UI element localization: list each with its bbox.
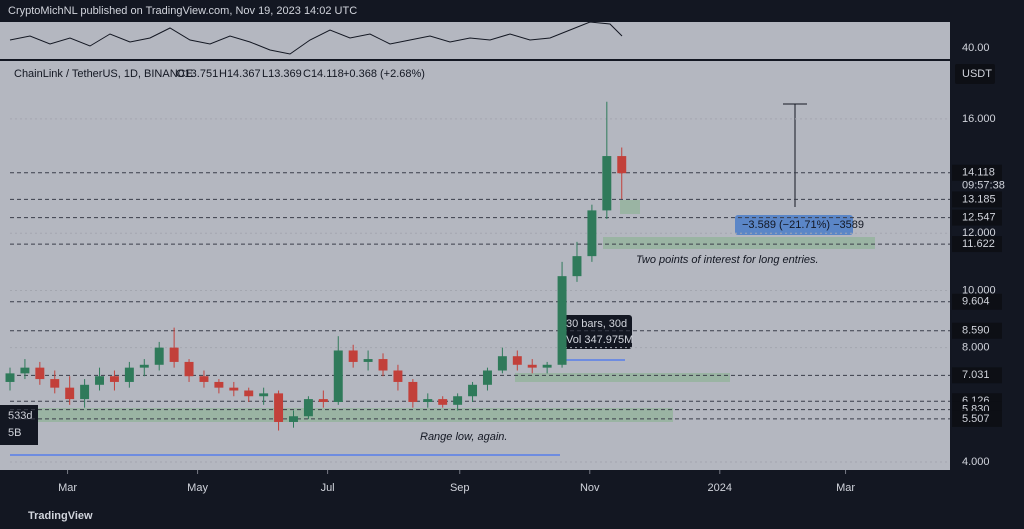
candle-body — [214, 381, 224, 388]
candle-body — [497, 356, 507, 371]
level-label: 7.031 — [962, 369, 990, 381]
candle-body — [80, 384, 90, 400]
candle-body — [453, 396, 463, 405]
level-label: 12.547 — [962, 212, 996, 224]
candle-body — [65, 387, 75, 400]
candle-body — [482, 370, 492, 385]
candle-body — [124, 367, 134, 382]
currency: USDT — [962, 68, 992, 80]
candle-body — [557, 276, 567, 365]
annotation: 30 bars, 30d — [566, 318, 627, 330]
legend-low: L13.369 — [262, 68, 302, 80]
level-label: 9.604 — [962, 296, 990, 308]
oscillator-line — [9, 21, 623, 55]
zone — [603, 237, 875, 249]
x-tick-label: Jul — [321, 482, 335, 494]
y-tick-label: 16.000 — [962, 113, 996, 125]
candle-body — [274, 393, 284, 422]
candle-body — [617, 156, 627, 174]
candle-body — [363, 359, 373, 362]
footer-bar — [0, 505, 1024, 529]
level-box — [952, 293, 1002, 310]
candle-body — [199, 376, 209, 382]
candle-body — [602, 156, 612, 211]
candle-body — [229, 387, 239, 391]
annotation: Vol 347.975M — [566, 334, 633, 346]
candle-body — [50, 379, 60, 388]
candle-body — [438, 399, 448, 405]
candle-body — [139, 364, 149, 368]
x-tick-label: 2024 — [708, 482, 732, 494]
measure-box — [735, 215, 853, 235]
measure-label: −3.589 (−21.71%) −3589 — [742, 219, 864, 231]
level-box — [952, 209, 1002, 226]
candle-body — [154, 347, 164, 365]
legend-high: H14.367 — [219, 68, 261, 80]
candle-body — [318, 399, 328, 402]
legend-symbol: ChainLink / TetherUS, 1D, BINANCE — [14, 68, 193, 80]
candle-body — [378, 359, 388, 371]
candle-body — [468, 384, 478, 397]
annotation: 533d — [8, 410, 32, 422]
candle-body — [289, 416, 298, 422]
legend-change: +0.368 (+2.68%) — [343, 68, 425, 80]
candle-body — [244, 390, 254, 397]
candle-body — [393, 370, 403, 382]
level-box — [952, 367, 1002, 384]
annotation: 5B — [8, 427, 21, 439]
candle-body — [408, 381, 418, 402]
candle-body — [333, 350, 343, 402]
y-tick-label: 10.000 — [962, 284, 996, 296]
candle-body — [423, 399, 433, 402]
candle-body — [527, 364, 537, 368]
candle-body — [303, 399, 313, 417]
bars-box — [560, 315, 632, 349]
x-tick-label: Mar — [836, 482, 855, 494]
annotation: Range low, again. — [420, 431, 507, 443]
level-label: 11.622 — [962, 238, 995, 250]
level-label: 13.185 — [962, 193, 996, 205]
oscillator-tick: 40.00 — [962, 42, 990, 54]
level-label: 14.118 — [962, 167, 995, 179]
candle-body — [5, 373, 15, 382]
candle-body — [259, 393, 269, 397]
annotation: Two points of interest for long entries. — [636, 254, 819, 266]
level-box — [952, 410, 1002, 427]
left-box — [0, 405, 38, 445]
candle-body — [587, 210, 597, 257]
zone — [620, 200, 640, 214]
x-tick-label: Nov — [580, 482, 600, 494]
legend: ChainLink / TetherUS, 1D, BINANCE O13.75… — [14, 68, 425, 80]
currency-box — [955, 64, 995, 84]
candle-body — [184, 361, 194, 377]
publisher: CryptoMichNL published on TradingView.co… — [8, 5, 357, 17]
level-box — [952, 191, 1002, 208]
candle-body — [512, 356, 522, 365]
candle-body — [572, 256, 582, 277]
candle-body — [109, 376, 119, 382]
legend-close: C14.118 — [303, 68, 344, 80]
zone — [515, 373, 730, 382]
footer-brand: TradingView — [28, 510, 93, 522]
candle-body — [348, 350, 358, 362]
y-tick-label: 8.000 — [962, 342, 990, 354]
x-tick-label: Sep — [450, 482, 470, 494]
level-label: 8.590 — [962, 325, 990, 337]
candle-body — [169, 347, 179, 362]
candle-body — [20, 367, 30, 374]
level-label: 5.507 — [962, 413, 990, 425]
candle-body — [95, 376, 104, 385]
y-tick-label: 4.000 — [962, 456, 990, 468]
level-box — [952, 164, 1002, 181]
candle-body — [542, 364, 552, 368]
x-tick-label: May — [187, 482, 208, 494]
level-box — [952, 322, 1002, 339]
level-box — [952, 236, 1002, 253]
candle-body — [35, 367, 45, 380]
x-tick-label: Mar — [58, 482, 77, 494]
countdown: 09:57:38 — [962, 180, 1005, 192]
legend-open: O13.751 — [176, 68, 218, 80]
